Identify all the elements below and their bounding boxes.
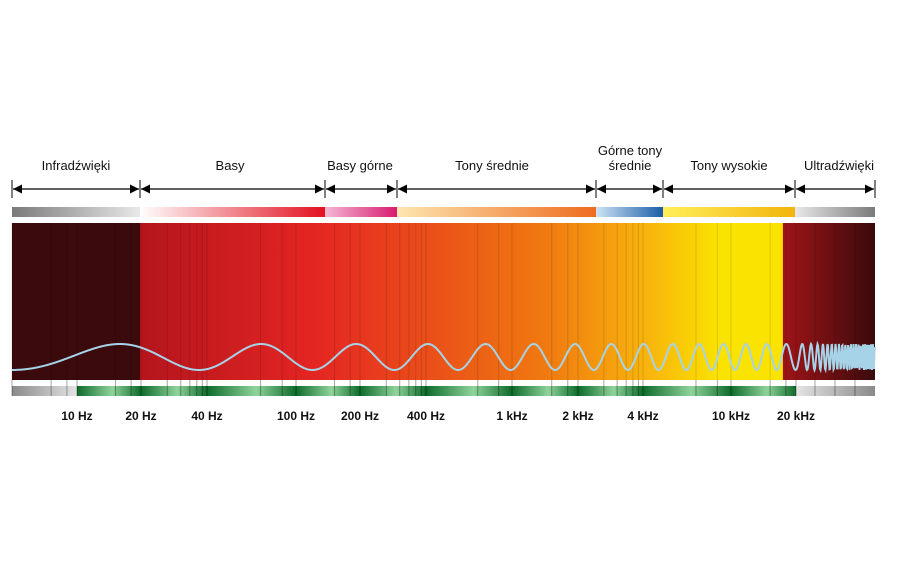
freq-label-10khz: 10 kHz <box>712 409 750 423</box>
freq-label-20khz: 20 kHz <box>777 409 815 423</box>
range-label-bass: Basy <box>216 158 245 173</box>
freq-label-2khz: 2 kHz <box>562 409 593 423</box>
axis-strip-segment <box>578 386 643 396</box>
axis-strip-segment <box>207 386 296 396</box>
range-color-band <box>140 207 325 217</box>
range-label-upper-mids-line2: średnie <box>609 158 652 173</box>
axis-strip-segment <box>77 386 141 396</box>
range-color-band <box>325 207 397 217</box>
range-color-band <box>397 207 596 217</box>
axis-strip-segment <box>796 386 875 396</box>
range-color-band <box>795 207 875 217</box>
freq-label-1khz: 1 kHz <box>496 409 527 423</box>
range-label-ultrasound: Ultradźwięki <box>804 158 874 173</box>
freq-label-100hz: 100 Hz <box>277 409 315 423</box>
range-label-treble: Tony wysokie <box>690 158 767 173</box>
range-color-band <box>12 207 140 217</box>
range-color-band <box>596 207 663 217</box>
freq-label-4khz: 4 kHz <box>627 409 658 423</box>
freq-label-400hz: 400 Hz <box>407 409 445 423</box>
axis-strip-segment <box>643 386 731 396</box>
range-header: Infradźwięki Basy Basy górne Tony średni… <box>11 143 876 217</box>
freq-label-20hz: 20 Hz <box>125 409 156 423</box>
range-arrows <box>11 180 876 198</box>
range-label-mids: Tony średnie <box>455 158 529 173</box>
axis-strip-segment <box>512 386 578 396</box>
sound-wave-curve <box>12 340 876 374</box>
axis-strip-segment <box>426 386 512 396</box>
axis-strip-segment <box>141 386 207 396</box>
axis-strip-segment <box>360 386 426 396</box>
range-color-band <box>663 207 795 217</box>
axis-strip-segment <box>731 386 796 396</box>
range-color-bands <box>12 207 875 217</box>
frequency-axis-strip <box>11 380 875 396</box>
freq-label-10hz: 10 Hz <box>61 409 92 423</box>
range-label-infrasound: Infradźwięki <box>42 158 111 173</box>
frequency-labels: 10 Hz 20 Hz 40 Hz 100 Hz 200 Hz 400 Hz 1… <box>61 409 815 423</box>
spectrum-grid-lines <box>11 223 856 380</box>
axis-strip-segment <box>12 386 77 396</box>
range-label-upper-bass: Basy górne <box>327 158 393 173</box>
freq-label-40hz: 40 Hz <box>191 409 222 423</box>
freq-label-200hz: 200 Hz <box>341 409 379 423</box>
range-label-upper-mids-line1: Górne tony <box>598 143 663 158</box>
axis-strip-segment <box>296 386 360 396</box>
